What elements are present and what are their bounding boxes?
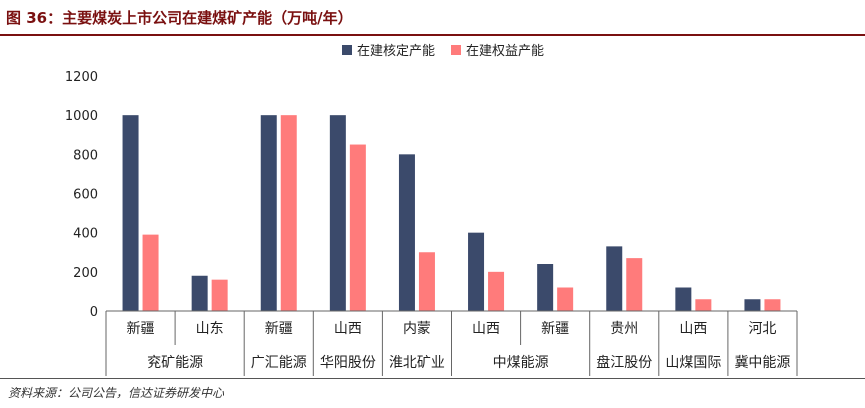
bar-2-6 (488, 271, 505, 311)
y-tick-label-0: 0 (90, 305, 98, 320)
y-tick-label-2: 400 (73, 227, 98, 242)
group-label-4: 淮北矿业 (389, 355, 445, 371)
category-label-9: 山西 (679, 321, 707, 337)
group-label-7: 山煤国际 (665, 355, 721, 371)
bar-1-3 (260, 115, 277, 312)
legend-label-1: 在建核定产能 (357, 44, 435, 59)
bar-1-4 (329, 115, 346, 312)
group-label-3: 华阳股份 (320, 355, 376, 371)
bar-1-8 (606, 246, 623, 311)
category-label-3: 新疆 (265, 321, 293, 337)
bar-2-10 (764, 299, 781, 311)
bar-2-7 (557, 287, 574, 311)
bar-chart: 在建核定产能 在建权益产能 020040060080010001200 新疆 山东新… (65, 43, 798, 377)
footer-rule (0, 378, 865, 379)
bar-1-7 (537, 264, 554, 311)
group-label-1: 兖矿能源 (147, 355, 203, 371)
bar-2-2 (211, 279, 228, 311)
y-tick-label-6: 1200 (65, 70, 98, 85)
y-tick-label-1: 200 (73, 266, 98, 281)
source-note: 资料来源：公司公告，信达证券研发中心 (8, 386, 225, 400)
bars (122, 115, 781, 312)
bar-2-4 (349, 144, 366, 311)
bar-1-2 (191, 275, 208, 311)
legend-swatch-1 (342, 45, 352, 55)
bar-1-1 (122, 115, 139, 312)
category-label-4: 山西 (334, 321, 362, 337)
figure-title: 图 36：主要煤炭上市公司在建煤矿产能（万吨/年） (6, 9, 353, 27)
bar-2-9 (695, 299, 712, 311)
bar-2-5 (418, 252, 435, 311)
category-label-8: 贵州 (610, 321, 638, 337)
y-tick-label-5: 1000 (65, 109, 98, 124)
bar-1-10 (744, 299, 761, 311)
bar-2-1 (142, 234, 159, 311)
group-label-6: 盘江股份 (596, 354, 652, 371)
category-label-7: 新疆 (541, 321, 569, 337)
bar-2-8 (626, 258, 643, 311)
chart-container: 在建核定产能 在建权益产能 0 200 400 600 800 1000 1200 新疆 山东新… (0, 36, 865, 377)
category-label-10: 河北 (748, 321, 776, 337)
category-label-2: 山东 (196, 321, 224, 337)
bar-1-5 (398, 154, 415, 311)
legend-label-2: 在建权益产能 (466, 43, 544, 59)
bar-1-6 (468, 232, 485, 311)
category-label-1: 新疆 (127, 321, 155, 337)
category-label-6: 山西 (472, 321, 500, 337)
bar-1-9 (675, 287, 692, 311)
bar-2-3 (280, 115, 297, 312)
y-tick-label-4: 800 (73, 148, 98, 163)
title-bar: 图 36：主要煤炭上市公司在建煤矿产能（万吨/年） (0, 0, 865, 36)
legend-swatch-2 (451, 45, 461, 55)
group-label-2: 广汇能源 (251, 355, 307, 371)
y-tick-label-3: 600 (73, 188, 98, 203)
category-label-5: 内蒙 (403, 321, 431, 337)
y-axis: 0 200 400 600 800 1000 1200 (65, 70, 98, 320)
group-label-5: 中煤能源 (493, 355, 549, 371)
group-label-8: 冀中能源 (734, 355, 790, 371)
chart-legend: 在建核定产能 在建权益产能 (342, 43, 544, 59)
